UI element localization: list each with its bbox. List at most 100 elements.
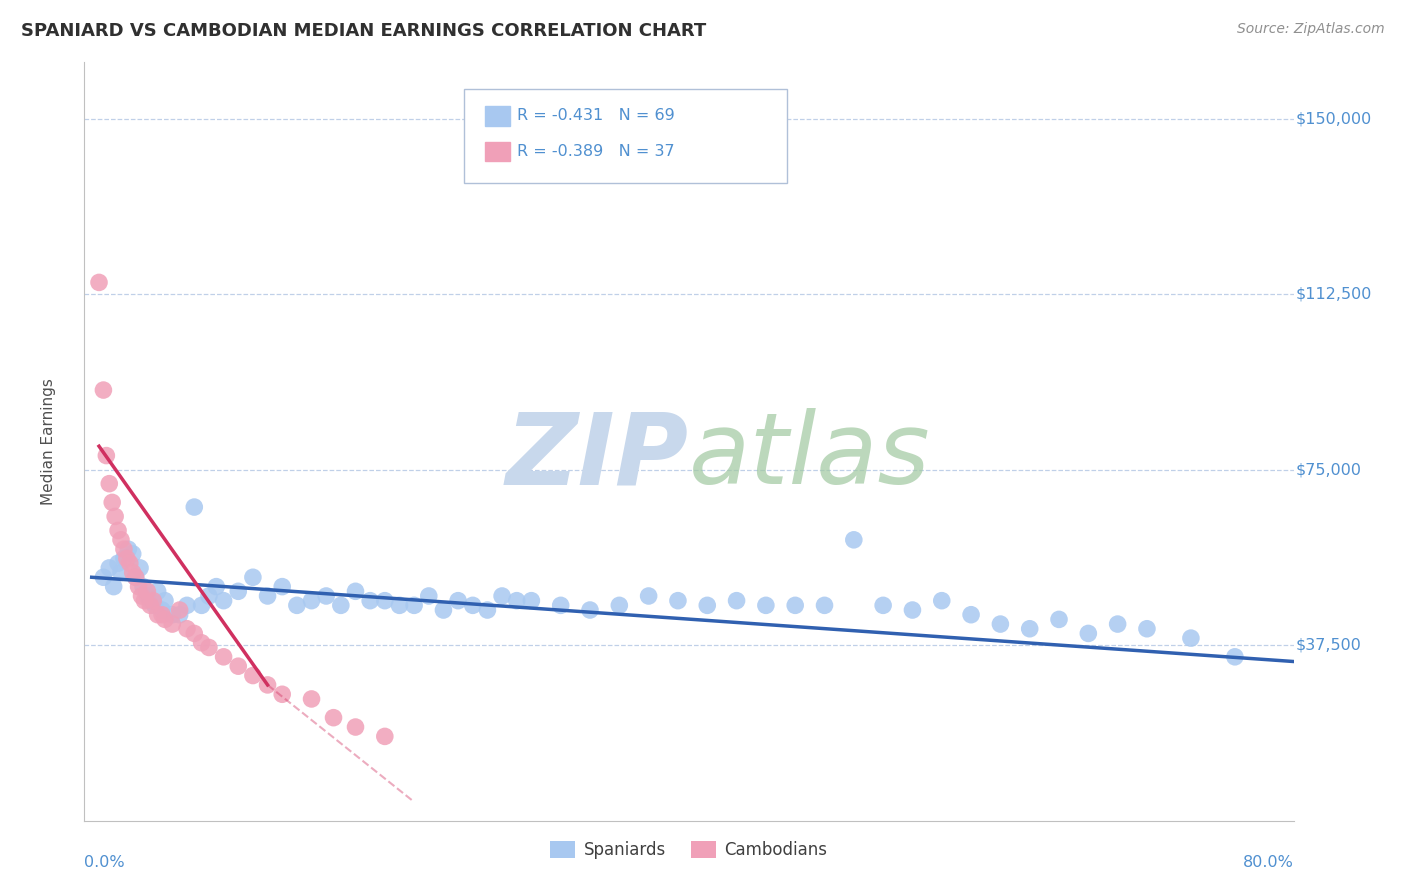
Point [359, 593, 381, 607]
Point [1223, 649, 1246, 664]
Point [374, 593, 396, 607]
Point [404, 599, 426, 613]
Point [132, 580, 155, 594]
Point [256, 678, 278, 692]
Text: Median Earnings: Median Earnings [41, 378, 56, 505]
Point [150, 607, 173, 622]
Point [301, 593, 323, 607]
Point [432, 603, 454, 617]
Point [960, 607, 983, 622]
Point [121, 547, 143, 561]
Point [1107, 617, 1129, 632]
Text: R = -0.389   N = 37: R = -0.389 N = 37 [517, 145, 675, 159]
Point [162, 607, 184, 622]
Point [176, 599, 198, 613]
Point [139, 593, 162, 607]
Point [190, 599, 212, 613]
Point [183, 500, 205, 514]
Point [176, 622, 198, 636]
Point [169, 607, 191, 622]
Legend: Spaniards, Cambodians: Spaniards, Cambodians [544, 834, 834, 865]
Point [107, 524, 129, 538]
Point [87, 276, 110, 290]
Point [813, 599, 835, 613]
Point [121, 566, 143, 580]
Point [725, 593, 748, 607]
Point [162, 617, 184, 632]
Point [242, 570, 264, 584]
Point [1018, 622, 1040, 636]
Point [256, 589, 278, 603]
Text: R = -0.431   N = 69: R = -0.431 N = 69 [517, 109, 675, 123]
Point [153, 612, 176, 626]
Point [1047, 612, 1070, 626]
Point [134, 593, 156, 607]
Text: $75,000: $75,000 [1296, 462, 1362, 477]
Point [118, 556, 141, 570]
Point [124, 570, 146, 584]
Point [1180, 631, 1202, 645]
Point [143, 599, 166, 613]
Point [872, 599, 894, 613]
Point [115, 551, 138, 566]
Point [101, 495, 124, 509]
Point [150, 603, 173, 617]
Point [110, 533, 132, 547]
Point [696, 599, 718, 613]
Point [153, 593, 176, 607]
Text: ZIP: ZIP [506, 409, 689, 505]
Point [112, 542, 135, 557]
Point [1077, 626, 1099, 640]
Point [931, 593, 953, 607]
Point [477, 603, 499, 617]
Point [301, 692, 323, 706]
Point [93, 383, 115, 397]
Point [491, 589, 513, 603]
Point [637, 589, 659, 603]
Point [666, 593, 689, 607]
Point [129, 561, 152, 575]
Point [142, 593, 165, 607]
Point [98, 476, 121, 491]
Point [139, 599, 162, 613]
Point [96, 449, 118, 463]
Point [198, 640, 221, 655]
Point [550, 599, 572, 613]
Point [128, 580, 150, 594]
Point [579, 603, 602, 617]
Point [131, 589, 153, 603]
Point [271, 580, 294, 594]
Point [374, 730, 396, 744]
Point [447, 593, 470, 607]
Point [205, 580, 228, 594]
Point [183, 626, 205, 640]
Text: atlas: atlas [689, 409, 931, 505]
Point [990, 617, 1012, 632]
Point [755, 599, 778, 613]
Point [607, 599, 630, 613]
Point [1136, 622, 1159, 636]
Point [98, 561, 121, 575]
Point [785, 599, 807, 613]
Point [285, 599, 308, 613]
Point [110, 566, 132, 580]
Point [329, 599, 352, 613]
Point [520, 593, 543, 607]
Point [212, 593, 235, 607]
Point [842, 533, 865, 547]
Point [901, 603, 924, 617]
Point [169, 603, 191, 617]
Point [461, 599, 484, 613]
Point [93, 570, 115, 584]
Point [146, 607, 169, 622]
Text: 0.0%: 0.0% [84, 855, 125, 870]
Point [344, 720, 367, 734]
Point [146, 584, 169, 599]
Point [322, 711, 344, 725]
Point [103, 580, 125, 594]
Point [190, 636, 212, 650]
Text: $112,500: $112,500 [1296, 286, 1372, 301]
Point [242, 668, 264, 682]
Text: Source: ZipAtlas.com: Source: ZipAtlas.com [1237, 22, 1385, 37]
Point [226, 584, 249, 599]
